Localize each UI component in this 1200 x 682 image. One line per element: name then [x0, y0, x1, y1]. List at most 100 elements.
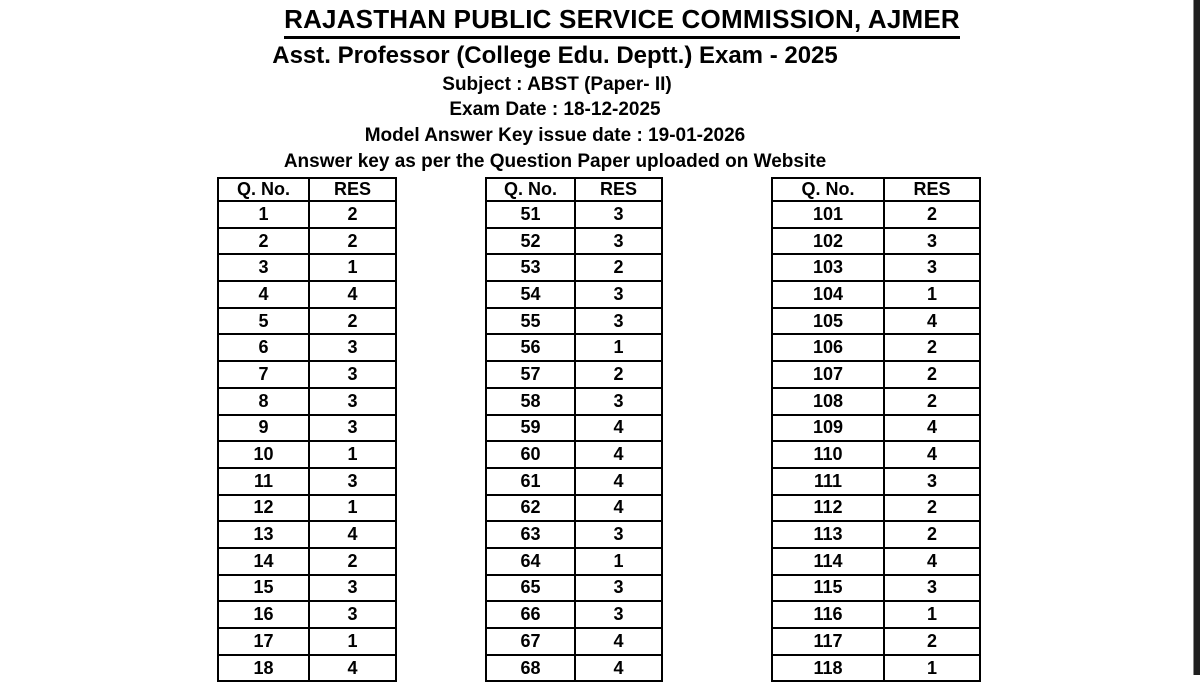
- note-line: Answer key as per the Question Paper upl…: [283, 151, 827, 172]
- question-number-cell: 108: [771, 386, 885, 416]
- answer-row: 66 3: [485, 600, 663, 629]
- answer-row: 114 4: [771, 546, 981, 576]
- question-number-cell: 109: [771, 413, 885, 443]
- question-number-cell: 102: [771, 226, 885, 256]
- question-number-cell: 7: [217, 360, 310, 389]
- answer-row: 15 3: [217, 573, 397, 603]
- answer-row: 101 2: [771, 200, 981, 229]
- answer-row: 54 3: [485, 280, 663, 309]
- question-number-cell: 114: [771, 546, 885, 576]
- response-cell: 3: [308, 360, 397, 389]
- question-number-header: Q. No.: [217, 177, 310, 202]
- issue-date-line: Model Answer Key issue date : 19-01-2026: [364, 125, 746, 146]
- answer-row: 116 1: [771, 600, 981, 629]
- response-cell: 3: [574, 600, 663, 629]
- question-number-cell: 58: [485, 386, 576, 416]
- question-number-cell: 59: [485, 413, 576, 443]
- question-number-cell: 11: [217, 466, 310, 496]
- response-header: RES: [574, 177, 663, 202]
- answer-key-table: Q. No. RES 1 2 2 2 3 1 4 4 5 2 6 3 7 3 8 3 9 3 10 1 11 3 12 1 13 4 1…: [217, 177, 397, 682]
- answer-table-2: Q. No. RES 51 3 52 3 53 2 54 3 55 3 56 1 57 2 58 3 59 4 60 4 6…: [485, 177, 663, 682]
- response-cell: 3: [308, 466, 397, 496]
- response-cell: 1: [308, 253, 397, 283]
- question-number-cell: 116: [771, 600, 885, 629]
- answer-key-table: Q. No. RES 101 2 102 3 103 3 104 1 105 4 106 2 107 2 108…: [771, 177, 981, 682]
- response-cell: 4: [883, 546, 981, 576]
- response-header: RES: [883, 177, 981, 202]
- response-cell: 4: [883, 440, 981, 469]
- answer-row: 107 2: [771, 360, 981, 389]
- question-number-cell: 66: [485, 600, 576, 629]
- question-number-cell: 113: [771, 520, 885, 549]
- response-cell: 4: [308, 520, 397, 549]
- answer-row: 64 1: [485, 546, 663, 576]
- response-cell: 4: [308, 653, 397, 682]
- answer-row: 56 1: [485, 333, 663, 363]
- answer-row: 59 4: [485, 413, 663, 443]
- question-number-cell: 111: [771, 466, 885, 496]
- answer-row: 55 3: [485, 306, 663, 336]
- answer-row: 16 3: [217, 600, 397, 629]
- answer-row: 17 1: [217, 627, 397, 656]
- response-cell: 3: [883, 253, 981, 283]
- page-title-text: RAJASTHAN PUBLIC SERVICE COMMISSION, AJM…: [284, 4, 960, 39]
- response-cell: 2: [883, 360, 981, 389]
- answer-row: 57 2: [485, 360, 663, 389]
- question-number-cell: 112: [771, 493, 885, 523]
- response-cell: 3: [574, 280, 663, 309]
- response-cell: 3: [308, 413, 397, 443]
- subject-line: Subject : ABST (Paper- II): [442, 74, 672, 95]
- response-cell: 3: [308, 573, 397, 603]
- response-cell: 4: [574, 440, 663, 469]
- question-number-cell: 13: [217, 520, 310, 549]
- answer-row: 12 1: [217, 493, 397, 523]
- response-cell: 4: [574, 493, 663, 523]
- question-number-cell: 9: [217, 413, 310, 443]
- response-cell: 3: [308, 333, 397, 363]
- answer-row: 67 4: [485, 627, 663, 656]
- answer-row: 103 3: [771, 253, 981, 283]
- question-number-cell: 5: [217, 306, 310, 336]
- response-cell: 2: [883, 333, 981, 363]
- question-number-cell: 10: [217, 440, 310, 469]
- response-cell: 3: [574, 573, 663, 603]
- question-number-cell: 61: [485, 466, 576, 496]
- question-number-cell: 117: [771, 627, 885, 656]
- answer-table-1: Q. No. RES 1 2 2 2 3 1 4 4 5 2 6 3 7 3 8 3 9 3 10 1 11 3 12 1 13 4 1…: [217, 177, 397, 682]
- question-number-cell: 1: [217, 200, 310, 229]
- answer-row: 110 4: [771, 440, 981, 469]
- question-number-cell: 16: [217, 600, 310, 629]
- question-number-cell: 65: [485, 573, 576, 603]
- question-number-cell: 18: [217, 653, 310, 682]
- answer-table-3: Q. No. RES 101 2 102 3 103 3 104 1 105 4 106 2 107 2 108…: [771, 177, 981, 682]
- answer-row: 58 3: [485, 386, 663, 416]
- question-number-cell: 57: [485, 360, 576, 389]
- page-title: RAJASTHAN PUBLIC SERVICE COMMISSION, AJM…: [25, 4, 1200, 39]
- response-cell: 3: [574, 306, 663, 336]
- answer-row: 104 1: [771, 280, 981, 309]
- response-cell: 3: [308, 386, 397, 416]
- answer-row: 63 3: [485, 520, 663, 549]
- response-cell: 2: [308, 200, 397, 229]
- question-number-cell: 55: [485, 306, 576, 336]
- question-number-cell: 53: [485, 253, 576, 283]
- question-number-cell: 8: [217, 386, 310, 416]
- answer-row: 112 2: [771, 493, 981, 523]
- response-cell: 4: [574, 653, 663, 682]
- question-number-cell: 115: [771, 573, 885, 603]
- response-cell: 1: [308, 627, 397, 656]
- question-number-cell: 68: [485, 653, 576, 682]
- question-number-cell: 12: [217, 493, 310, 523]
- response-cell: 3: [883, 226, 981, 256]
- response-cell: 3: [574, 520, 663, 549]
- page-edge-strip: [1193, 0, 1200, 675]
- answer-key-table: Q. No. RES 51 3 52 3 53 2 54 3 55 3 56 1 57 2 58 3 59 4 60 4 6…: [485, 177, 663, 682]
- response-cell: 3: [574, 386, 663, 416]
- answer-row: 61 4: [485, 466, 663, 496]
